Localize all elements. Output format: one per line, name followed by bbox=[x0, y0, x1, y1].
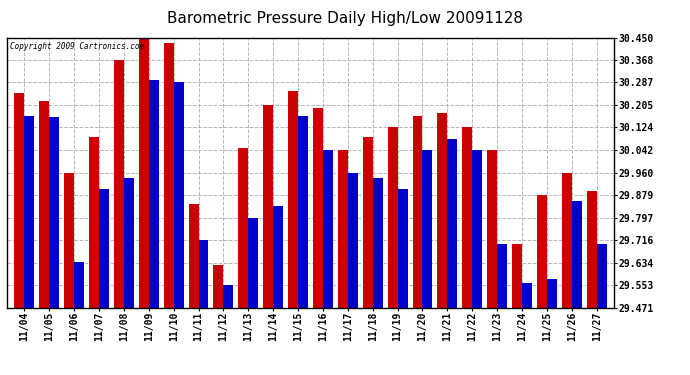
Bar bbox=[447, 139, 457, 308]
Bar bbox=[373, 178, 383, 308]
Text: Barometric Pressure Daily High/Low 20091128: Barometric Pressure Daily High/Low 20091… bbox=[167, 11, 523, 26]
Bar bbox=[298, 116, 308, 308]
Bar bbox=[397, 189, 408, 308]
Bar bbox=[422, 150, 433, 308]
Bar bbox=[497, 244, 507, 308]
Bar bbox=[597, 244, 607, 308]
Bar bbox=[238, 148, 248, 308]
Bar bbox=[323, 150, 333, 308]
Bar bbox=[174, 82, 184, 308]
Bar bbox=[164, 43, 174, 308]
Bar bbox=[24, 116, 34, 308]
Bar bbox=[547, 279, 557, 308]
Bar bbox=[537, 195, 547, 308]
Bar bbox=[213, 265, 224, 308]
Bar bbox=[288, 91, 298, 308]
Bar bbox=[363, 137, 373, 308]
Bar bbox=[388, 128, 397, 308]
Bar bbox=[248, 217, 258, 308]
Bar bbox=[139, 38, 149, 308]
Bar bbox=[487, 150, 497, 308]
Bar bbox=[572, 201, 582, 308]
Bar bbox=[149, 80, 159, 308]
Bar bbox=[413, 116, 422, 308]
Bar bbox=[49, 117, 59, 308]
Text: Copyright 2009 Cartronics.com: Copyright 2009 Cartronics.com bbox=[10, 42, 144, 51]
Bar bbox=[512, 244, 522, 308]
Bar bbox=[338, 150, 348, 308]
Bar bbox=[263, 105, 273, 308]
Bar bbox=[313, 108, 323, 308]
Bar bbox=[224, 285, 233, 308]
Bar bbox=[522, 283, 532, 308]
Bar bbox=[64, 172, 74, 308]
Bar bbox=[14, 93, 24, 308]
Bar bbox=[114, 60, 124, 308]
Bar bbox=[199, 240, 208, 308]
Bar bbox=[188, 204, 199, 308]
Bar bbox=[462, 128, 472, 308]
Bar bbox=[437, 113, 447, 308]
Bar bbox=[74, 262, 84, 308]
Bar bbox=[99, 189, 109, 308]
Bar bbox=[39, 101, 49, 308]
Bar bbox=[124, 178, 134, 308]
Bar bbox=[273, 206, 283, 308]
Bar bbox=[586, 191, 597, 308]
Bar bbox=[348, 172, 358, 308]
Bar bbox=[562, 172, 572, 308]
Bar bbox=[472, 150, 482, 308]
Bar bbox=[89, 137, 99, 308]
